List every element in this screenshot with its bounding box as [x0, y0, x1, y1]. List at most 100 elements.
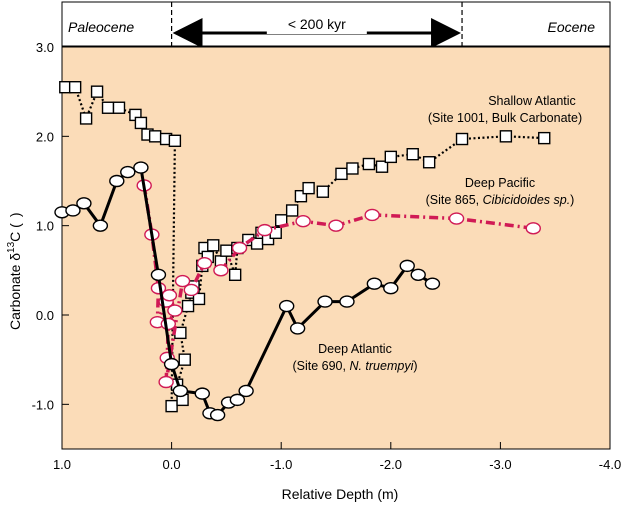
data-point-deep-atlantic: [209, 408, 226, 422]
data-point-deep-atlantic: [194, 387, 210, 400]
y-axis: -1.0 0.0 1.0 2.0 3.0: [32, 40, 69, 412]
data-point-deep-atlantic: [120, 165, 136, 179]
y-tick-label: 2.0: [36, 129, 54, 144]
data-point-deep-pacific: [364, 208, 380, 222]
data-point-deep-pacific: [161, 289, 178, 302]
data-point-deep-atlantic: [366, 277, 383, 290]
data-point-deep-pacific: [196, 256, 213, 270]
y-axis-label: Carbonate δ13C (): [6, 212, 23, 330]
data-point-deep-atlantic: [383, 282, 399, 295]
label-shallow-atlantic: Shallow Atlantic (Site 1001, Bulk Carbon…: [428, 94, 582, 125]
data-point-deep-atlantic: [399, 259, 415, 273]
plot-area: [61, 46, 611, 450]
data-point-deep-pacific: [213, 264, 229, 277]
data-point-shallow-atlantic: [68, 80, 82, 94]
data-point-shallow-atlantic: [220, 244, 233, 257]
data-point-deep-atlantic: [317, 295, 333, 308]
label-deep-pacific-site-suffix: ): [570, 193, 574, 207]
x-axis-label: Relative Depth (m): [282, 486, 399, 502]
x-tick-label: 0.0: [163, 457, 181, 472]
duration-label: < 200 kyr: [288, 16, 346, 32]
data-point-deep-atlantic: [65, 204, 81, 217]
x-tick-label: -3.0: [489, 457, 511, 472]
data-point-shallow-atlantic: [384, 150, 397, 164]
data-point-deep-atlantic: [289, 322, 306, 335]
data-point-deep-atlantic: [424, 277, 441, 290]
data-point-shallow-atlantic: [285, 204, 299, 217]
data-point-shallow-atlantic: [362, 157, 376, 171]
data-point-shallow-atlantic: [134, 116, 148, 130]
x-tick-label: 1.0: [53, 457, 71, 472]
data-point-shallow-atlantic: [302, 181, 315, 195]
data-point-deep-atlantic: [76, 197, 92, 210]
label-deep-atlantic-site-italic: N. truempyi: [349, 359, 414, 373]
data-point-deep-pacific: [231, 241, 248, 255]
data-point-shallow-atlantic: [294, 189, 308, 203]
data-point-deep-pacific: [328, 219, 344, 232]
x-axis: 1.0 0.0 -1.0 -2.0 -3.0 -4.0: [53, 442, 621, 472]
label-deep-atlantic-site: (Site 690, N. truempyi): [292, 359, 417, 373]
y-axis-label-super: 13: [6, 241, 17, 253]
data-point-deep-pacific: [525, 222, 541, 235]
data-point-shallow-atlantic: [455, 132, 469, 146]
label-deep-pacific-site-italic: Cibicidoides sp.: [483, 193, 571, 207]
label-deep-pacific: Deep Pacific (Site 865, Cibicidoides sp.…: [426, 176, 575, 207]
y-tick-label: 3.0: [36, 40, 54, 55]
data-point-shallow-atlantic: [181, 299, 195, 313]
label-deep-pacific-name: Deep Pacific: [465, 176, 535, 190]
left-epoch-label: Paleocene: [68, 19, 134, 35]
label-deep-atlantic-site-prefix: (Site 690,: [292, 359, 349, 373]
data-point-deep-atlantic: [410, 268, 426, 281]
data-point-shallow-atlantic: [112, 101, 126, 114]
y-axis-label-close: ): [7, 212, 23, 217]
data-point-deep-atlantic: [238, 384, 254, 398]
y-axis-label-end: C (: [7, 223, 23, 242]
y-tick-label: -1.0: [32, 397, 54, 412]
data-point-shallow-atlantic: [165, 399, 178, 413]
series-layer: [54, 80, 551, 422]
data-point-shallow-atlantic: [422, 156, 436, 169]
data-point-shallow-atlantic: [101, 101, 115, 114]
data-point-shallow-atlantic: [346, 162, 359, 175]
data-point-shallow-atlantic: [538, 131, 551, 145]
data-point-deep-pacific: [183, 283, 200, 297]
data-point-shallow-atlantic: [316, 185, 330, 198]
label-deep-atlantic-site-suffix: ): [413, 359, 417, 373]
y-tick-label: 1.0: [36, 219, 54, 234]
data-point-deep-pacific: [295, 214, 311, 228]
data-point-shallow-atlantic: [499, 130, 513, 143]
duration-label-bg: [266, 14, 367, 34]
data-point-deep-pacific: [174, 274, 191, 288]
series-deep-atlantic: [54, 161, 441, 422]
data-point-deep-atlantic: [278, 299, 295, 313]
data-point-deep-atlantic: [229, 393, 246, 407]
data-point-shallow-atlantic: [90, 85, 104, 98]
data-point-shallow-atlantic: [228, 268, 242, 281]
data-point-deep-pacific: [158, 375, 174, 389]
data-point-deep-atlantic: [109, 174, 125, 188]
data-point-shallow-atlantic: [148, 130, 162, 143]
x-tick-label: -2.0: [380, 457, 402, 472]
label-shallow-atlantic-site: (Site 1001, Bulk Carbonate): [428, 111, 582, 125]
y-tick-label: 0.0: [36, 308, 54, 323]
data-point-deep-atlantic: [163, 357, 180, 371]
data-point-deep-atlantic: [133, 161, 149, 174]
data-point-deep-pacific: [160, 317, 177, 331]
data-point-shallow-atlantic: [375, 160, 389, 173]
label-deep-atlantic-name: Deep Atlantic: [318, 342, 392, 356]
data-point-deep-pacific: [167, 304, 183, 317]
data-point-shallow-atlantic: [178, 353, 191, 366]
data-point-shallow-atlantic: [79, 112, 93, 125]
data-point-shallow-atlantic: [168, 134, 182, 148]
data-point-shallow-atlantic: [192, 292, 206, 306]
data-point-deep-pacific: [448, 212, 465, 225]
series-line-deep-pacific: [142, 185, 534, 384]
label-deep-pacific-site: (Site 865, Cibicidoides sp.): [426, 193, 575, 207]
x-tick-label: -4.0: [599, 457, 621, 472]
x-tick-label: -1.0: [270, 457, 292, 472]
data-point-deep-pacific: [257, 223, 273, 237]
label-deep-atlantic: Deep Atlantic (Site 690, N. truempyi): [292, 342, 417, 373]
data-point-shallow-atlantic: [406, 147, 419, 161]
data-point-deep-atlantic: [92, 219, 109, 232]
